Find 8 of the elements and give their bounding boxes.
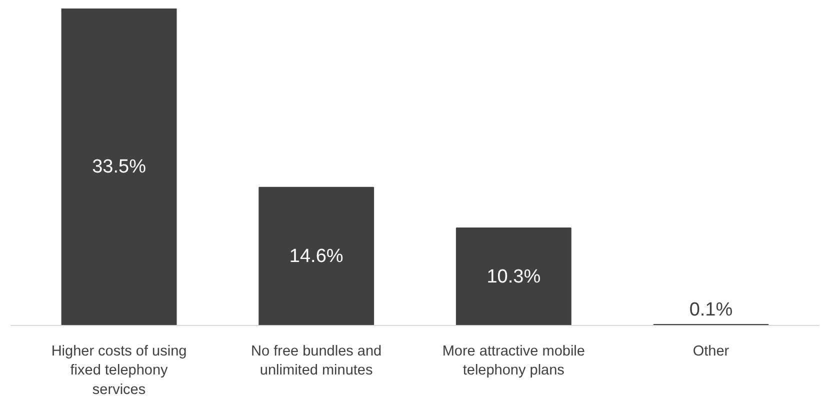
x-tick-label: Other <box>692 344 730 360</box>
x-tick-label: Higher costs of using fixed telephony services <box>51 344 187 398</box>
data-label: 0.1% <box>689 300 733 321</box>
x-tick-label: No free bundles and unlimited minutes <box>251 344 382 379</box>
data-label: 14.6% <box>289 246 344 267</box>
data-label: 10.3% <box>486 266 541 288</box>
x-tick-label: More attractive mobile telephony plans <box>442 344 585 379</box>
data-label: 33.5% <box>92 156 146 178</box>
